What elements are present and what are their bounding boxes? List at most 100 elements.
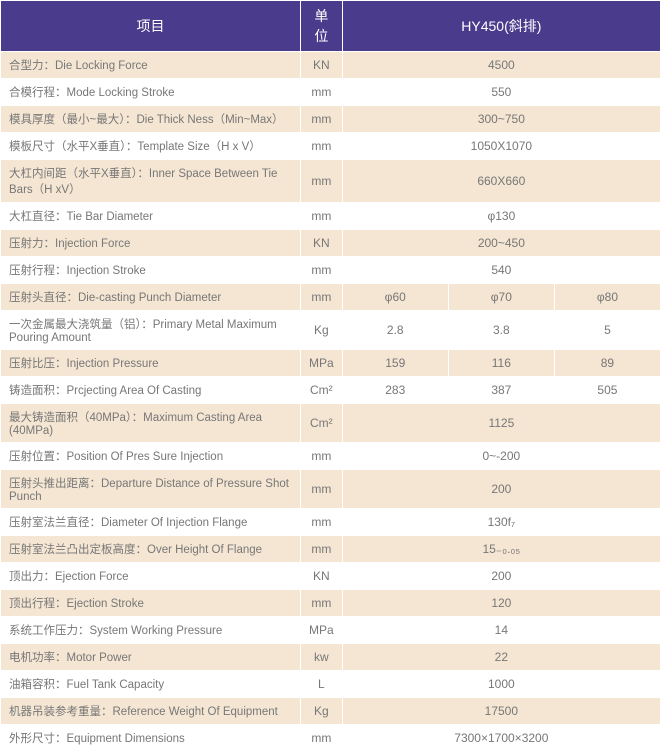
row-label: 模板尺寸（水平X垂直）：Template Size（H x V） bbox=[1, 133, 301, 160]
row-label: 压射位置：Position Of Pres Sure Injection bbox=[1, 443, 301, 470]
row-value: 120 bbox=[342, 590, 660, 617]
row-value: 540 bbox=[342, 257, 660, 284]
table-row: 压射位置：Position Of Pres Sure Injectionmm0~… bbox=[1, 443, 661, 470]
table-row: 顶出力：Ejection ForceKN200 bbox=[1, 563, 661, 590]
row-label: 合模行程：Mode Locking Stroke bbox=[1, 79, 301, 106]
row-unit: mm bbox=[301, 203, 343, 230]
row-unit: mm bbox=[301, 536, 343, 563]
row-label: 电机功率：Motor Power bbox=[1, 644, 301, 671]
row-value: 2.8 bbox=[342, 311, 448, 350]
table-row: 压射头直径：Die-casting Punch Diametermmφ60φ70… bbox=[1, 284, 661, 311]
row-value: 3.8 bbox=[448, 311, 554, 350]
row-value: 505 bbox=[554, 377, 660, 404]
spec-table: 项目 单位 HY450(斜排) 合型力：Die Locking ForceKN4… bbox=[0, 0, 661, 752]
row-label: 顶出行程：Ejection Stroke bbox=[1, 590, 301, 617]
row-unit: KN bbox=[301, 563, 343, 590]
row-label: 压射力：Injection Force bbox=[1, 230, 301, 257]
row-unit: mm bbox=[301, 470, 343, 509]
table-row: 系统工作压力：System Working PressureMPa14 bbox=[1, 617, 661, 644]
row-value: 7300×1700×3200 bbox=[342, 725, 660, 752]
row-unit: Cm² bbox=[301, 404, 343, 443]
table-row: 一次金属最大浇筑量（铝）：Primary Metal Maximum Pouri… bbox=[1, 311, 661, 350]
row-unit: mm bbox=[301, 79, 343, 106]
table-body: 合型力：Die Locking ForceKN4500合模行程：Mode Loc… bbox=[1, 52, 661, 752]
table-row: 顶出行程：Ejection Strokemm120 bbox=[1, 590, 661, 617]
row-value: 5 bbox=[554, 311, 660, 350]
row-value: 1000 bbox=[342, 671, 660, 698]
row-unit: mm bbox=[301, 133, 343, 160]
row-label: 系统工作压力：System Working Pressure bbox=[1, 617, 301, 644]
row-value: 1050X1070 bbox=[342, 133, 660, 160]
table-row: 最大铸造面积（40MPa）：Maximum Casting Area (40MP… bbox=[1, 404, 661, 443]
row-unit: Kg bbox=[301, 311, 343, 350]
row-value: 15₋₀.₀₅ bbox=[342, 536, 660, 563]
row-unit: mm bbox=[301, 590, 343, 617]
row-value: 17500 bbox=[342, 698, 660, 725]
table-row: 压射室法兰直径：Diameter Of Injection Flangemm13… bbox=[1, 509, 661, 536]
row-unit: L bbox=[301, 671, 343, 698]
row-value: 116 bbox=[448, 350, 554, 377]
row-value: 130f₇ bbox=[342, 509, 660, 536]
row-label: 油箱容积：Fuel Tank Capacity bbox=[1, 671, 301, 698]
row-unit: KN bbox=[301, 230, 343, 257]
row-value: φ80 bbox=[554, 284, 660, 311]
table-row: 合模行程：Mode Locking Strokemm550 bbox=[1, 79, 661, 106]
row-label: 压射比压：Injection Pressure bbox=[1, 350, 301, 377]
table-row: 电机功率：Motor Powerkw22 bbox=[1, 644, 661, 671]
row-label: 铸造面积：Prcjecting Area Of Casting bbox=[1, 377, 301, 404]
row-value: 200 bbox=[342, 470, 660, 509]
row-label: 压射行程：Injection Stroke bbox=[1, 257, 301, 284]
row-unit: MPa bbox=[301, 350, 343, 377]
table-row: 模具厚度（最小~最大）：Die Thick Ness（Min~Max）mm300… bbox=[1, 106, 661, 133]
row-label: 模具厚度（最小~最大）：Die Thick Ness（Min~Max） bbox=[1, 106, 301, 133]
row-label: 大杠内间距（水平X垂直）：Inner Space Between Tie Bar… bbox=[1, 160, 301, 203]
row-value: φ70 bbox=[448, 284, 554, 311]
table-row: 铸造面积：Prcjecting Area Of CastingCm²283387… bbox=[1, 377, 661, 404]
row-unit: kw bbox=[301, 644, 343, 671]
row-unit: mm bbox=[301, 160, 343, 203]
row-unit: MPa bbox=[301, 617, 343, 644]
row-value: 200~450 bbox=[342, 230, 660, 257]
table-row: 大杠直径：Tie Bar Diametermmφ130 bbox=[1, 203, 661, 230]
row-label: 压射头直径：Die-casting Punch Diameter bbox=[1, 284, 301, 311]
row-value: 300~750 bbox=[342, 106, 660, 133]
row-label: 最大铸造面积（40MPa）：Maximum Casting Area (40MP… bbox=[1, 404, 301, 443]
row-label: 压射室法兰直径：Diameter Of Injection Flange bbox=[1, 509, 301, 536]
row-value: 387 bbox=[448, 377, 554, 404]
header-unit: 单位 bbox=[301, 1, 343, 52]
table-row: 外形尺寸：Equipment Dimensionsmm7300×1700×320… bbox=[1, 725, 661, 752]
table-row: 油箱容积：Fuel Tank CapacityL1000 bbox=[1, 671, 661, 698]
table-row: 压射比压：Injection PressureMPa15911689 bbox=[1, 350, 661, 377]
table-row: 模板尺寸（水平X垂直）：Template Size（H x V）mm1050X1… bbox=[1, 133, 661, 160]
row-value: 283 bbox=[342, 377, 448, 404]
row-unit: mm bbox=[301, 725, 343, 752]
row-value: 14 bbox=[342, 617, 660, 644]
row-label: 一次金属最大浇筑量（铝）：Primary Metal Maximum Pouri… bbox=[1, 311, 301, 350]
row-label: 压射室法兰凸出定板高度：Over Height Of Flange bbox=[1, 536, 301, 563]
table-row: 压射头推出距离：Departure Distance of Pressure S… bbox=[1, 470, 661, 509]
header-project: 项目 bbox=[1, 1, 301, 52]
table-row: 机器吊装参考重量：Reference Weight Of EquipmentKg… bbox=[1, 698, 661, 725]
row-unit: Kg bbox=[301, 698, 343, 725]
table-row: 大杠内间距（水平X垂直）：Inner Space Between Tie Bar… bbox=[1, 160, 661, 203]
row-label: 合型力：Die Locking Force bbox=[1, 52, 301, 79]
row-unit: mm bbox=[301, 443, 343, 470]
row-value: 1125 bbox=[342, 404, 660, 443]
table-row: 压射室法兰凸出定板高度：Over Height Of Flangemm15₋₀.… bbox=[1, 536, 661, 563]
table-row: 压射力：Injection ForceKN200~450 bbox=[1, 230, 661, 257]
row-value: 22 bbox=[342, 644, 660, 671]
row-value: φ60 bbox=[342, 284, 448, 311]
row-label: 顶出力：Ejection Force bbox=[1, 563, 301, 590]
row-unit: mm bbox=[301, 509, 343, 536]
row-value: 89 bbox=[554, 350, 660, 377]
row-label: 压射头推出距离：Departure Distance of Pressure S… bbox=[1, 470, 301, 509]
row-value: 200 bbox=[342, 563, 660, 590]
row-unit: mm bbox=[301, 257, 343, 284]
row-label: 大杠直径：Tie Bar Diameter bbox=[1, 203, 301, 230]
row-value: 0~-200 bbox=[342, 443, 660, 470]
row-unit: Cm² bbox=[301, 377, 343, 404]
row-label: 外形尺寸：Equipment Dimensions bbox=[1, 725, 301, 752]
header-model: HY450(斜排) bbox=[342, 1, 660, 52]
row-label: 机器吊装参考重量：Reference Weight Of Equipment bbox=[1, 698, 301, 725]
table-row: 压射行程：Injection Strokemm540 bbox=[1, 257, 661, 284]
